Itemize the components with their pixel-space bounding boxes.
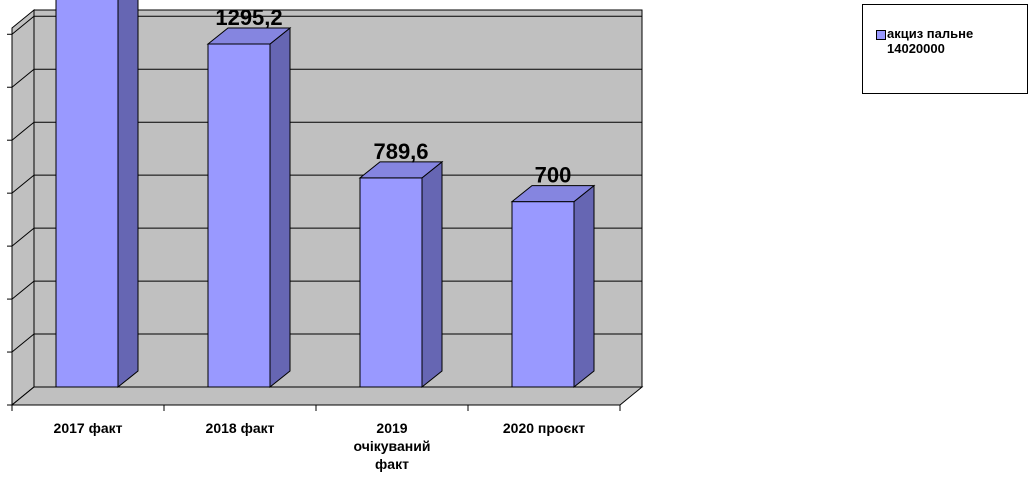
bar — [510, 184, 596, 389]
bar — [55, 0, 139, 389]
data-label: 1295,2 — [215, 5, 282, 30]
gridline-side — [11, 280, 35, 300]
bar-top — [358, 161, 444, 179]
bar-side — [269, 26, 291, 389]
bar-top — [510, 185, 596, 203]
x-tick-label: очікуваний — [354, 438, 431, 454]
x-tick-label: 2020 проєкт — [503, 420, 585, 436]
bar-top — [206, 27, 292, 45]
data-label: 789,6 — [373, 139, 428, 164]
bar — [358, 160, 444, 389]
bar-front — [207, 43, 271, 388]
bars — [55, 0, 596, 389]
floor — [10, 386, 644, 406]
bar-front — [511, 201, 575, 388]
x-tick-label: 2017 факт — [54, 420, 123, 436]
bar-side — [573, 184, 595, 389]
legend: акциз пальне 14020000 — [862, 4, 1028, 94]
gridline-side — [11, 174, 35, 194]
chart-floor — [10, 386, 644, 406]
bar-side — [117, 0, 139, 389]
data-label: 700 — [535, 163, 572, 188]
x-tick-label: факт — [375, 456, 409, 472]
side-wall — [11, 8, 35, 407]
gridline-side — [11, 333, 35, 353]
gridline-side — [11, 121, 35, 141]
bar-front — [359, 177, 423, 388]
gridline-side — [11, 15, 35, 35]
x-axis-labels: 2017 факт 2018 факт 2019 очікуваний факт 2020… — [54, 420, 586, 472]
bar-front — [55, 0, 119, 388]
gridline-side — [11, 227, 35, 247]
gridline-side — [11, 68, 35, 88]
x-tick-label: 2019 — [376, 420, 407, 436]
axes — [7, 28, 621, 411]
legend-label: акциз пальне 14020000 — [887, 26, 974, 56]
x-tick-label: 2018 факт — [206, 420, 275, 436]
legend-swatch — [876, 30, 886, 40]
bar-side — [421, 160, 443, 389]
bar — [206, 26, 292, 389]
